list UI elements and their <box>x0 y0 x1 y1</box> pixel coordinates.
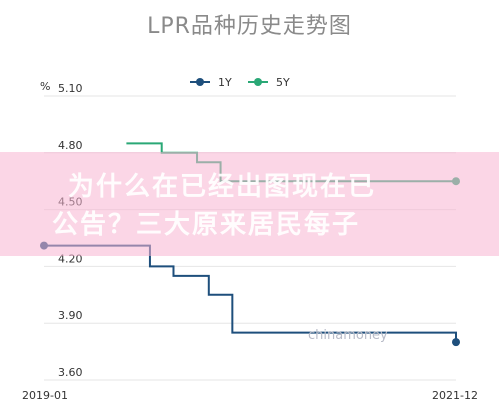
x-tick-label: 2021-12 <box>432 389 478 402</box>
legend-marker <box>254 78 262 86</box>
y-tick-label: 3.90 <box>58 309 83 322</box>
overlay-text-line-2: 公告？三大原来居民每子 <box>52 210 361 240</box>
y-tick-label: 4.80 <box>58 139 83 152</box>
y-tick-label: 3.60 <box>58 366 83 379</box>
watermark-band <box>0 152 499 256</box>
x-tick-labels: 2019-01 2021-12 <box>22 389 478 402</box>
y-axis-unit: % <box>40 80 51 93</box>
series-point <box>452 338 460 347</box>
legend-label: 1Y <box>218 76 232 89</box>
legend-marker <box>196 78 204 86</box>
y-tick-label: 5.10 <box>58 82 83 95</box>
series-line-1Y <box>44 244 457 343</box>
overlay-text-line-1: 为什么在已经出图现在已 <box>68 172 377 202</box>
chart-title: LPR品种历史走势图 <box>147 14 352 39</box>
legend-label: 5Y <box>276 76 290 89</box>
x-tick-label: 2019-01 <box>22 389 68 402</box>
source-watermark: chinamoney <box>308 328 388 343</box>
legend: 1Y 5Y <box>190 76 290 89</box>
